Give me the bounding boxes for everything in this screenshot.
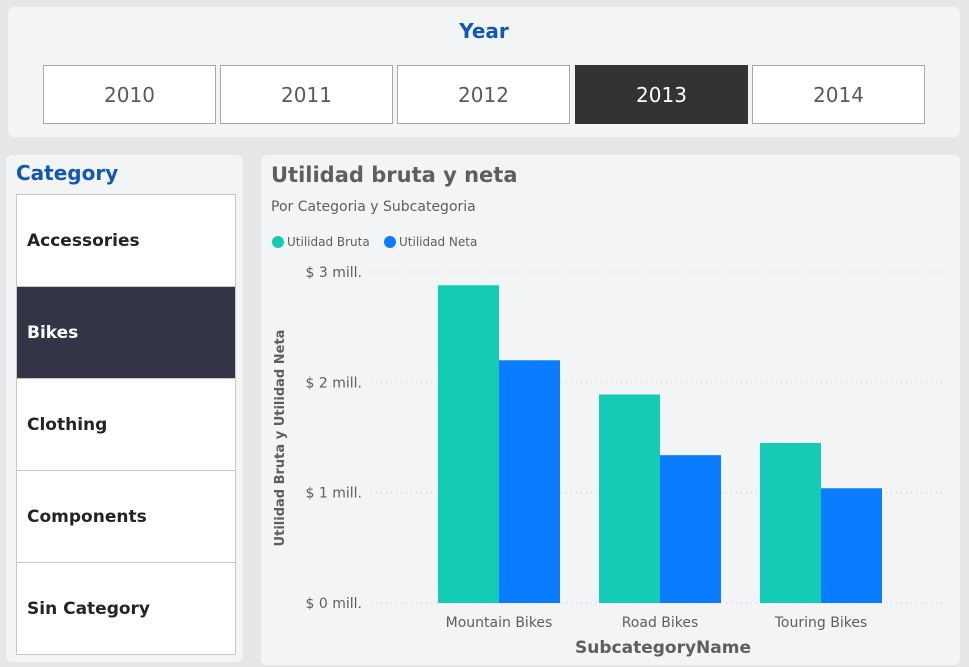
legend-label[interactable]: Utilidad Bruta bbox=[287, 235, 370, 249]
y-tick-label: $ 2 mill. bbox=[306, 375, 362, 391]
category-slicer-title: Category bbox=[16, 161, 119, 185]
category-list: Accessories Bikes Clothing Components Sin Ca… bbox=[16, 194, 236, 655]
y-tick-label: $ 1 mill. bbox=[306, 486, 362, 502]
axis-labels: $ 0 mill. $ 1 mill. $ 2 mill. $ 3 mill. Moun… bbox=[306, 265, 868, 631]
bar-utilidad-bruta-mountain-bikes[interactable] bbox=[438, 285, 499, 603]
bar-utilidad-neta-road-bikes[interactable] bbox=[660, 455, 721, 603]
x-axis-title: SubcategoryName bbox=[575, 638, 751, 658]
year-button-2013[interactable]: 2013 bbox=[575, 65, 748, 124]
year-button-2014[interactable]: 2014 bbox=[752, 65, 925, 124]
x-tick-label: Mountain Bikes bbox=[446, 615, 553, 631]
y-tick-label: $ 0 mill. bbox=[306, 596, 362, 612]
year-button-2010[interactable]: 2010 bbox=[43, 65, 216, 124]
legend-marker bbox=[272, 236, 284, 248]
year-slicer-title: Year bbox=[459, 19, 509, 43]
category-item-clothing[interactable]: Clothing bbox=[17, 379, 235, 471]
chart-title: Utilidad bruta y neta bbox=[271, 163, 518, 187]
bar-utilidad-neta-touring-bikes[interactable] bbox=[821, 488, 882, 603]
bar-utilidad-bruta-touring-bikes[interactable] bbox=[760, 443, 821, 603]
category-item-bikes[interactable]: Bikes bbox=[17, 287, 235, 379]
x-tick-label: Road Bikes bbox=[622, 615, 699, 631]
bar-utilidad-neta-mountain-bikes[interactable] bbox=[499, 360, 560, 603]
bar-chart: $ 0 mill. $ 1 mill. $ 2 mill. $ 3 mill. Moun… bbox=[272, 235, 951, 658]
legend: Utilidad Bruta Utilidad Neta bbox=[272, 235, 477, 249]
bar-utilidad-bruta-road-bikes[interactable] bbox=[599, 394, 660, 603]
legend-label[interactable]: Utilidad Neta bbox=[399, 235, 477, 249]
category-item-components[interactable]: Components bbox=[17, 471, 235, 563]
year-slicer: Year 2010 2011 2012 2013 2014 bbox=[8, 7, 960, 137]
category-item-accessories[interactable]: Accessories bbox=[17, 195, 235, 287]
y-axis-title: Utilidad Bruta y Utilidad Neta bbox=[273, 330, 288, 547]
x-tick-label: Touring Bikes bbox=[774, 615, 867, 631]
year-button-2012[interactable]: 2012 bbox=[397, 65, 570, 124]
bars bbox=[438, 285, 882, 603]
year-button-2011[interactable]: 2011 bbox=[220, 65, 393, 124]
category-slicer: Category Accessories Bikes Clothing Compone… bbox=[6, 155, 243, 662]
legend-marker bbox=[384, 236, 396, 248]
chart-subtitle: Por Categoria y Subcategoria bbox=[271, 199, 476, 215]
category-item-sin-category[interactable]: Sin Category bbox=[27, 599, 151, 619]
y-tick-label: $ 3 mill. bbox=[306, 265, 362, 281]
chart-panel: $ 0 mill. $ 1 mill. $ 2 mill. $ 3 mill. Moun… bbox=[261, 155, 960, 665]
